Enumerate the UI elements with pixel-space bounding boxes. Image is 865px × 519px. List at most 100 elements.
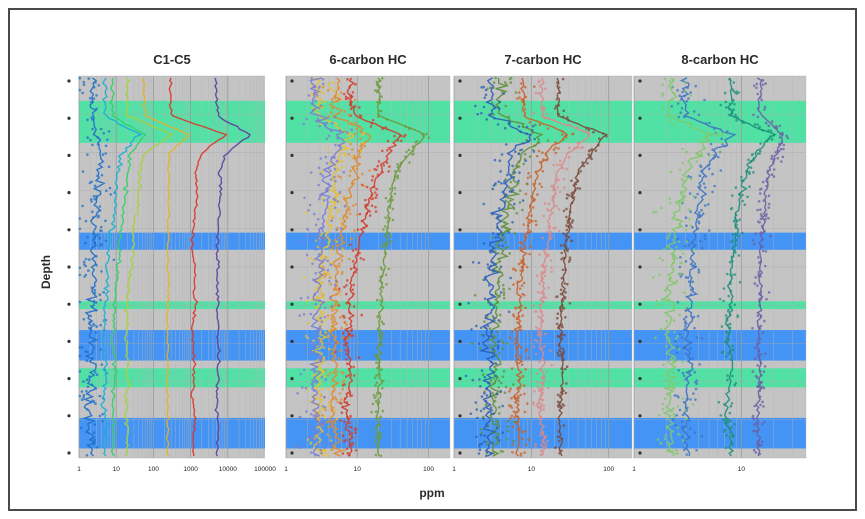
data-point <box>519 454 523 457</box>
data-point <box>486 440 489 444</box>
data-point <box>312 389 316 393</box>
data-point <box>538 161 542 164</box>
data-point <box>566 282 569 286</box>
data-point <box>540 330 543 334</box>
data-point <box>758 304 761 307</box>
data-point <box>353 229 356 232</box>
data-point <box>326 188 330 191</box>
data-point <box>311 92 314 95</box>
data-point <box>753 429 757 433</box>
data-point <box>661 407 665 411</box>
data-point <box>511 267 515 271</box>
data-point <box>480 427 483 431</box>
data-point <box>541 276 544 280</box>
data-point <box>510 414 514 418</box>
data-point <box>521 374 525 378</box>
data-point <box>329 169 332 173</box>
panels-layer: 1 10 100 1000 10000 100000 1 10 100 1 10 100 1 10 <box>67 75 807 473</box>
data-point <box>492 113 496 116</box>
data-point <box>546 127 550 130</box>
data-point <box>82 380 85 383</box>
data-point <box>516 361 519 365</box>
data-point <box>515 212 519 215</box>
data-point <box>761 237 764 241</box>
data-point <box>334 279 338 283</box>
data-point <box>504 199 508 203</box>
data-point <box>772 161 775 164</box>
data-point <box>769 129 773 133</box>
data-point <box>542 408 546 411</box>
data-point <box>502 288 506 291</box>
x-tick-label: 1000 <box>183 466 198 473</box>
depth-tick-mark <box>458 153 462 157</box>
data-point <box>682 194 686 198</box>
data-point <box>582 164 586 168</box>
data-point <box>316 426 319 429</box>
data-point <box>307 321 310 325</box>
data-point <box>93 371 97 374</box>
data-point <box>516 181 520 185</box>
data-point <box>86 118 89 122</box>
data-point <box>545 112 548 116</box>
data-point <box>565 167 569 171</box>
data-point <box>92 440 96 444</box>
data-point <box>482 202 486 206</box>
data-point <box>427 136 431 140</box>
data-point <box>354 431 357 434</box>
data-point <box>492 184 496 187</box>
data-point <box>311 262 314 266</box>
data-point <box>483 379 486 382</box>
data-point <box>526 182 529 186</box>
data-point <box>759 291 762 294</box>
depth-tick-mark <box>67 414 71 418</box>
data-point <box>333 239 336 242</box>
data-point <box>667 234 670 238</box>
data-point <box>529 133 532 137</box>
data-point <box>345 342 349 345</box>
data-point <box>82 80 86 84</box>
data-point <box>761 440 764 444</box>
data-point <box>501 404 505 408</box>
data-point <box>728 280 732 284</box>
data-point <box>684 309 688 312</box>
data-point <box>521 314 524 317</box>
data-point <box>373 191 377 194</box>
data-point <box>347 208 351 212</box>
data-point <box>381 386 384 390</box>
data-point <box>314 272 318 275</box>
series-dots <box>471 76 550 455</box>
data-point <box>396 177 400 180</box>
data-point <box>479 326 483 330</box>
data-point <box>476 416 479 420</box>
data-point <box>379 454 383 458</box>
data-point <box>554 151 558 155</box>
data-point <box>576 141 579 144</box>
data-point <box>561 325 564 329</box>
data-point <box>84 264 87 268</box>
data-point <box>489 264 493 268</box>
depth-tick-mark <box>458 116 462 120</box>
data-point <box>96 215 100 219</box>
data-point <box>539 453 543 457</box>
data-point <box>510 396 513 400</box>
data-point <box>758 337 762 341</box>
data-point <box>318 299 321 302</box>
data-point <box>503 179 506 183</box>
data-point <box>504 385 508 389</box>
data-point <box>332 307 336 310</box>
data-point <box>519 393 522 397</box>
data-point <box>673 330 676 334</box>
data-point <box>309 413 313 416</box>
data-point <box>378 335 382 338</box>
data-point <box>364 198 367 202</box>
data-point <box>727 294 730 298</box>
data-point <box>546 439 549 443</box>
data-point <box>706 203 710 206</box>
data-point <box>302 313 306 316</box>
data-point <box>502 341 505 344</box>
data-point <box>359 137 363 141</box>
data-point <box>385 161 389 165</box>
data-point <box>479 433 483 437</box>
data-point <box>327 334 330 338</box>
data-point <box>513 342 517 345</box>
